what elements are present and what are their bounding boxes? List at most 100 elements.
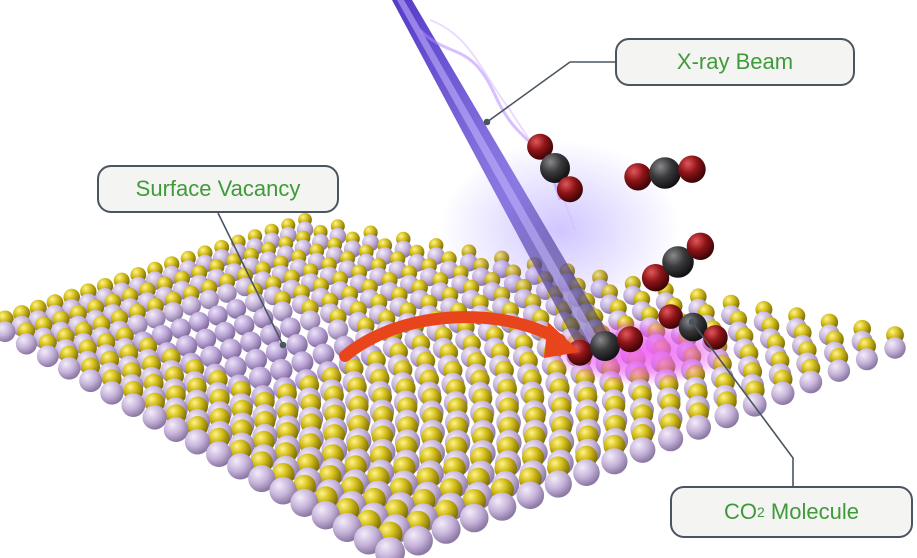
vacancy-atom — [214, 321, 236, 343]
vacancy-atom — [286, 334, 308, 356]
xray-beam-label-text: X-ray Beam — [676, 49, 794, 74]
lattice-atom — [855, 348, 878, 371]
lattice-atom — [100, 381, 124, 405]
leader-lines — [217, 61, 794, 486]
lattice-atom — [36, 345, 59, 368]
vacancy-leader-line — [217, 212, 284, 346]
lattice-atom — [714, 403, 739, 429]
lattice-atom — [127, 314, 148, 335]
vacancy-atom — [312, 343, 335, 366]
vacancy-atom — [291, 351, 314, 374]
lattice-atom — [79, 369, 102, 393]
co2-label-subscript: 2 — [757, 504, 765, 520]
vacancy-atom — [224, 356, 247, 379]
lattice-atom — [544, 470, 572, 498]
co2-label-suffix: Molecule — [764, 499, 859, 524]
lattice-atom — [272, 301, 293, 322]
lattice-atom — [799, 370, 823, 394]
vacancy-atom — [195, 328, 217, 350]
lattice-atom — [217, 283, 237, 303]
surface-vacancy-label: Surface Vacancy — [97, 165, 339, 213]
vacancy-atom — [248, 366, 272, 390]
lattice-atom — [403, 525, 433, 556]
lattice-atom — [459, 503, 489, 533]
vacancy-atom — [226, 299, 247, 319]
lattice-atom — [601, 448, 628, 475]
co2-molecule — [624, 155, 706, 191]
lattice-atom — [658, 426, 684, 452]
co2-leader-line — [691, 321, 794, 486]
vacancy-atom — [220, 338, 242, 361]
vacancy-atom — [151, 324, 173, 346]
vacancy-leader-dot — [279, 341, 287, 349]
lattice-atom — [290, 489, 319, 517]
lattice-atom — [163, 417, 189, 442]
lattice-atom — [145, 308, 166, 329]
co2-molecule — [641, 232, 715, 292]
lattice-atom — [15, 333, 37, 355]
lattice-atom — [375, 537, 405, 558]
lattice-atom — [163, 302, 184, 323]
vacancy-atom — [240, 331, 262, 353]
lattice-atom — [0, 321, 16, 343]
oxygen-atom — [556, 176, 583, 203]
oxygen-atom — [678, 155, 706, 183]
lattice-atom — [827, 359, 851, 382]
carbon-atom — [540, 153, 570, 183]
oxygen-atom — [658, 304, 683, 329]
co2-leader-dot — [688, 318, 696, 326]
oxygen-atom — [617, 326, 644, 353]
xray-beam — [392, 0, 612, 348]
vacancy-atom — [170, 318, 191, 340]
lattice-atom — [57, 357, 81, 380]
xray-leader-line — [486, 61, 615, 123]
oxygen-atom — [624, 163, 652, 191]
lattice-atom — [184, 429, 211, 455]
lattice-atom — [884, 337, 906, 359]
vacancy-atom — [200, 345, 223, 368]
vacancy-atom — [245, 348, 268, 371]
lattice-atom — [199, 289, 219, 310]
surface-vacancy-label-text: Surface Vacancy — [135, 176, 301, 201]
carbon-atom — [662, 246, 694, 278]
vacancy-atom — [207, 305, 228, 326]
lattice-atom — [516, 481, 545, 510]
lattice-atom — [431, 514, 461, 544]
co2-label-prefix: CO — [724, 499, 758, 524]
lattice-atom — [488, 492, 517, 521]
lattice-atom — [686, 414, 711, 440]
oxygen-atom — [527, 133, 554, 160]
co2-molecule — [527, 133, 583, 203]
lattice-atom — [311, 501, 340, 530]
vacancy-atom — [270, 358, 293, 382]
lattice-atom — [206, 441, 232, 467]
vacancy-atom — [253, 308, 274, 329]
xray-beam-label: X-ray Beam — [615, 38, 855, 86]
lattice-atom — [300, 310, 321, 331]
lattice-atom — [332, 513, 362, 542]
lattice-atom — [227, 453, 254, 480]
lattice-atom — [269, 477, 297, 505]
co2-molecule-label: CO 2 Molecule — [670, 486, 913, 538]
carbon-atom — [649, 157, 681, 189]
vacancy-atom — [188, 311, 210, 333]
oxygen-atom — [686, 232, 715, 260]
migration-arrow — [339, 311, 566, 362]
xray-leader-dot — [483, 118, 491, 126]
migration-arrowhead — [544, 322, 580, 358]
lattice-atom — [121, 393, 146, 417]
vacancy-atom — [233, 314, 255, 336]
oxygen-atom — [641, 264, 670, 292]
lattice-atom — [629, 437, 656, 463]
vacancy-atom — [307, 326, 328, 348]
lattice-atom — [573, 459, 600, 487]
lattice-atom — [142, 405, 167, 430]
lattice-atom — [181, 296, 201, 316]
oxygen-atom — [703, 325, 728, 350]
carbon-atom — [590, 331, 620, 361]
vacancy-atom — [175, 335, 198, 357]
lattice-atom — [771, 381, 795, 405]
lattice-atom — [327, 319, 349, 340]
